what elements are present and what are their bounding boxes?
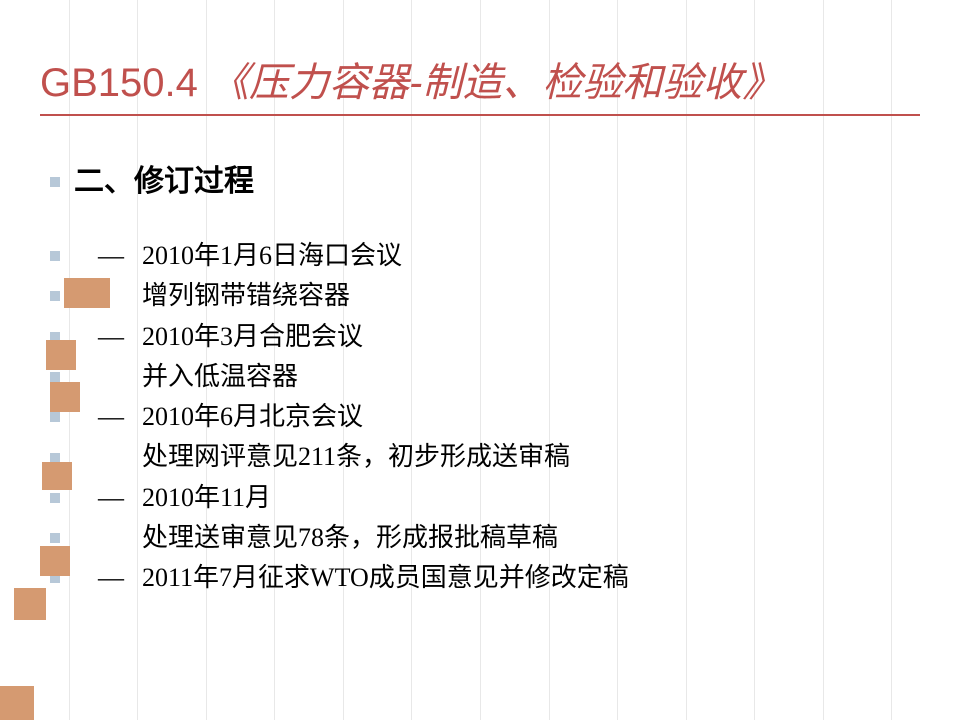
- bullet-icon: [50, 291, 60, 301]
- item-text: 2010年3月合肥会议: [142, 322, 363, 351]
- item-prefix: —: [74, 317, 142, 357]
- bullet-icon: [50, 493, 60, 503]
- slide-content: GB150.4 《压力容器-制造、检验和验收》 二、修订过程 —2010年1月6…: [0, 0, 960, 599]
- bullet-icon: [50, 177, 60, 187]
- bullet-icon: [50, 251, 60, 261]
- item-text: 并入低温容器: [142, 362, 298, 391]
- list-item: —2010年6月北京会议: [50, 397, 920, 437]
- item-text: 2010年11月: [142, 483, 271, 512]
- deco-block: [46, 340, 76, 370]
- item-text: 2011年7月征求WTO成员国意见并修改定稿: [142, 563, 629, 592]
- list-item: —2010年11月: [50, 478, 920, 518]
- item-list: —2010年1月6日海口会议增列钢带错绕容器—2010年3月合肥会议并入低温容器…: [50, 236, 920, 599]
- list-item: 增列钢带错绕容器: [50, 276, 920, 316]
- list-item: 处理送审意见78条，形成报批稿草稿: [50, 518, 920, 558]
- bullet-icon: [50, 533, 60, 543]
- item-prefix: —: [74, 397, 142, 437]
- section-heading-text: 二、修订过程: [74, 165, 254, 198]
- item-prefix: —: [74, 236, 142, 276]
- bullet-icon: [50, 372, 60, 382]
- item-prefix: —: [74, 478, 142, 518]
- item-text: 2010年6月北京会议: [142, 402, 363, 431]
- item-text: 处理网评意见211条，初步形成送审稿: [142, 442, 570, 471]
- item-text: 增列钢带错绕容器: [142, 281, 350, 310]
- bullet-icon: [50, 412, 60, 422]
- title-text: 《压力容器-制造、检验和验收》: [209, 61, 782, 105]
- item-prefix: —: [74, 558, 142, 598]
- list-item: 并入低温容器: [50, 357, 920, 397]
- deco-block: [0, 686, 34, 720]
- deco-block: [40, 546, 70, 576]
- deco-block: [50, 382, 80, 412]
- deco-block: [64, 278, 110, 308]
- item-text: 2010年1月6日海口会议: [142, 241, 402, 270]
- slide-title: GB150.4 《压力容器-制造、检验和验收》: [40, 50, 920, 116]
- list-item: —2010年1月6日海口会议: [50, 236, 920, 276]
- deco-block: [14, 588, 46, 620]
- deco-block: [42, 462, 72, 490]
- item-text: 处理送审意见78条，形成报批稿草稿: [142, 523, 558, 552]
- list-item: —2011年7月征求WTO成员国意见并修改定稿: [50, 558, 920, 598]
- list-item: —2010年3月合肥会议: [50, 317, 920, 357]
- section-heading: 二、修订过程: [50, 156, 920, 200]
- list-item: 处理网评意见211条，初步形成送审稿: [50, 437, 920, 477]
- title-code: GB150.4: [40, 61, 198, 105]
